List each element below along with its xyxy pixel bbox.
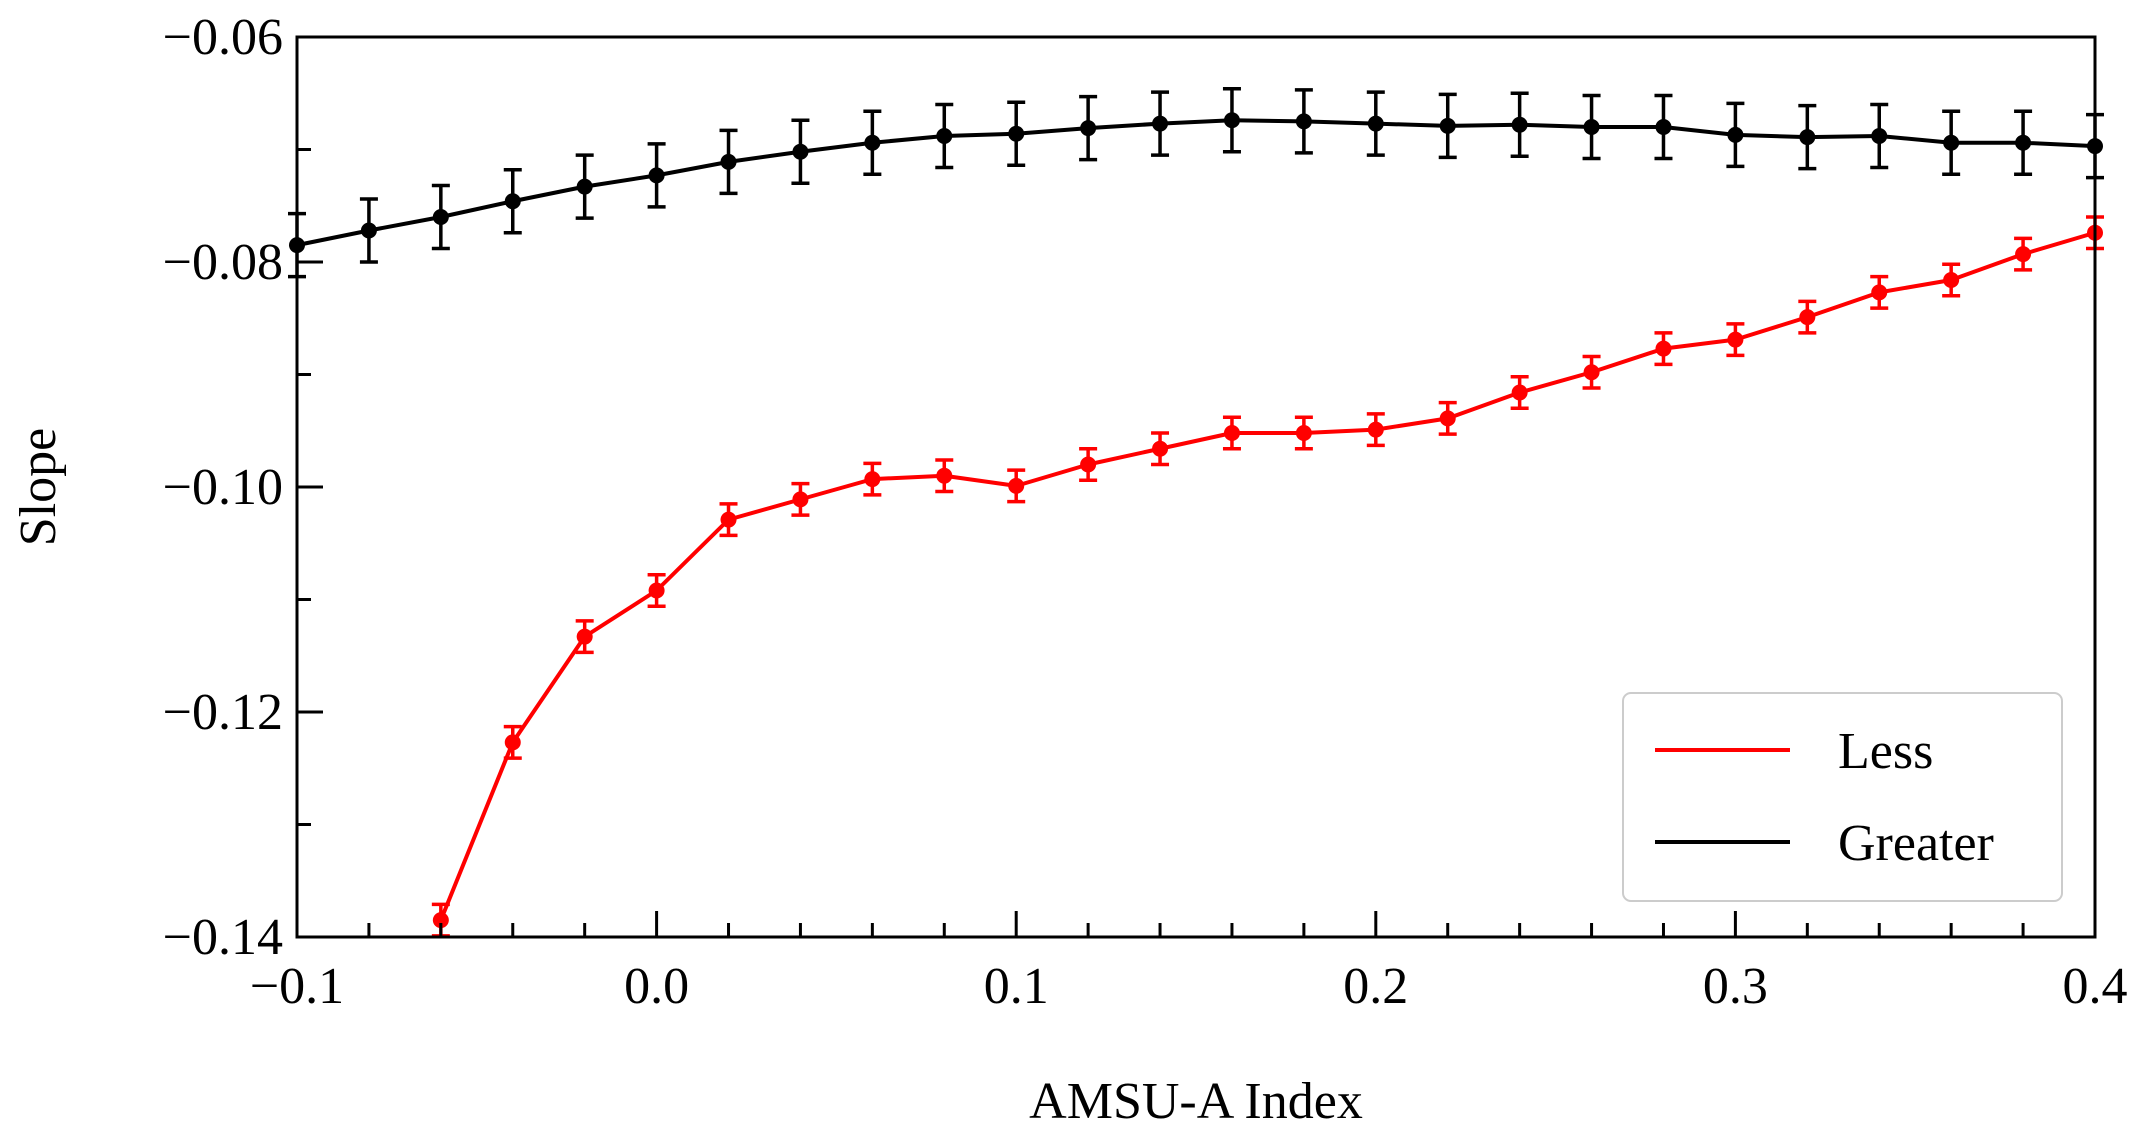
data-point-less — [1080, 456, 1097, 473]
data-point-less — [936, 467, 953, 484]
data-point-less — [1871, 284, 1888, 301]
data-point-greater — [1367, 115, 1384, 132]
y-tick-label: −0.12 — [163, 684, 283, 741]
data-point-greater — [504, 193, 521, 210]
y-axis: −0.06 −0.08 −0.10 −0.12 −0.14 — [163, 9, 323, 966]
data-point-less — [792, 491, 809, 508]
y-tick-label: −0.10 — [163, 459, 283, 516]
data-point-less — [1223, 425, 1240, 441]
data-point-greater — [576, 178, 593, 195]
legend-label-greater: Greater — [1838, 815, 1994, 872]
data-point-greater — [1799, 129, 1816, 146]
data-point-greater — [1655, 119, 1672, 135]
data-point-greater — [648, 167, 665, 184]
data-point-greater — [360, 222, 377, 239]
data-point-less — [1727, 331, 1744, 348]
data-point-less — [864, 471, 881, 488]
x-tick-label: 0.4 — [2063, 958, 2128, 1015]
y-tick-label: −0.06 — [163, 9, 283, 66]
x-tick-label: 0.1 — [984, 958, 1049, 1015]
data-point-greater — [1871, 128, 1888, 144]
data-point-less — [1008, 477, 1025, 494]
y-tick-label: −0.14 — [163, 909, 283, 966]
data-point-greater — [1152, 115, 1169, 132]
legend-box — [1622, 692, 2063, 902]
x-axis: −0.1 0.0 0.1 0.2 0.3 0.4 — [250, 911, 2128, 1015]
legend: Less Greater — [1622, 692, 2063, 902]
data-point-greater — [1223, 112, 1240, 129]
x-axis-title: AMSU-A Index — [1029, 1073, 1363, 1130]
data-point-less — [1943, 272, 1960, 288]
data-point-greater — [1583, 119, 1600, 135]
data-point-less — [1152, 440, 1169, 457]
data-point-greater — [1008, 125, 1025, 142]
x-tick-label: 0.0 — [624, 958, 689, 1015]
y-tick-label: −0.08 — [163, 234, 283, 291]
data-point-less — [1799, 309, 1816, 326]
x-tick-label: 0.2 — [1343, 958, 1408, 1015]
data-point-less — [648, 582, 665, 599]
x-tick-label: −0.1 — [250, 958, 344, 1015]
series-line-less — [438, 230, 2096, 921]
data-point-less — [1655, 340, 1672, 357]
plot-frame — [295, 35, 2097, 939]
data-point-greater — [792, 143, 809, 160]
data-point-greater — [1727, 126, 1744, 143]
data-point-less — [504, 734, 521, 751]
data-point-greater — [432, 209, 449, 225]
data-point-greater — [864, 134, 881, 151]
data-point-less — [720, 511, 737, 528]
legend-label-less: Less — [1838, 723, 1933, 780]
data-point-less — [1367, 421, 1384, 438]
data-point-less — [576, 628, 593, 645]
data-point-less — [432, 912, 449, 929]
x-tick-label: 0.3 — [1703, 958, 1768, 1015]
data-point-less — [1583, 364, 1600, 381]
data-point-less — [1439, 410, 1456, 427]
data-point-greater — [1943, 134, 1960, 151]
data-point-greater — [1080, 120, 1097, 137]
data-point-greater — [936, 128, 953, 144]
data-point-less — [2015, 246, 2032, 263]
data-point-greater — [1295, 113, 1312, 130]
data-point-greater — [2015, 134, 2032, 151]
plot-marks — [288, 87, 2104, 938]
series-line-greater — [296, 118, 2096, 248]
data-point-greater — [720, 153, 737, 170]
data-point-less — [1511, 384, 1528, 401]
y-axis-title: Slope — [10, 428, 67, 546]
data-point-greater — [1511, 116, 1528, 133]
data-point-less — [1295, 425, 1312, 441]
data-point-greater — [1439, 117, 1456, 134]
